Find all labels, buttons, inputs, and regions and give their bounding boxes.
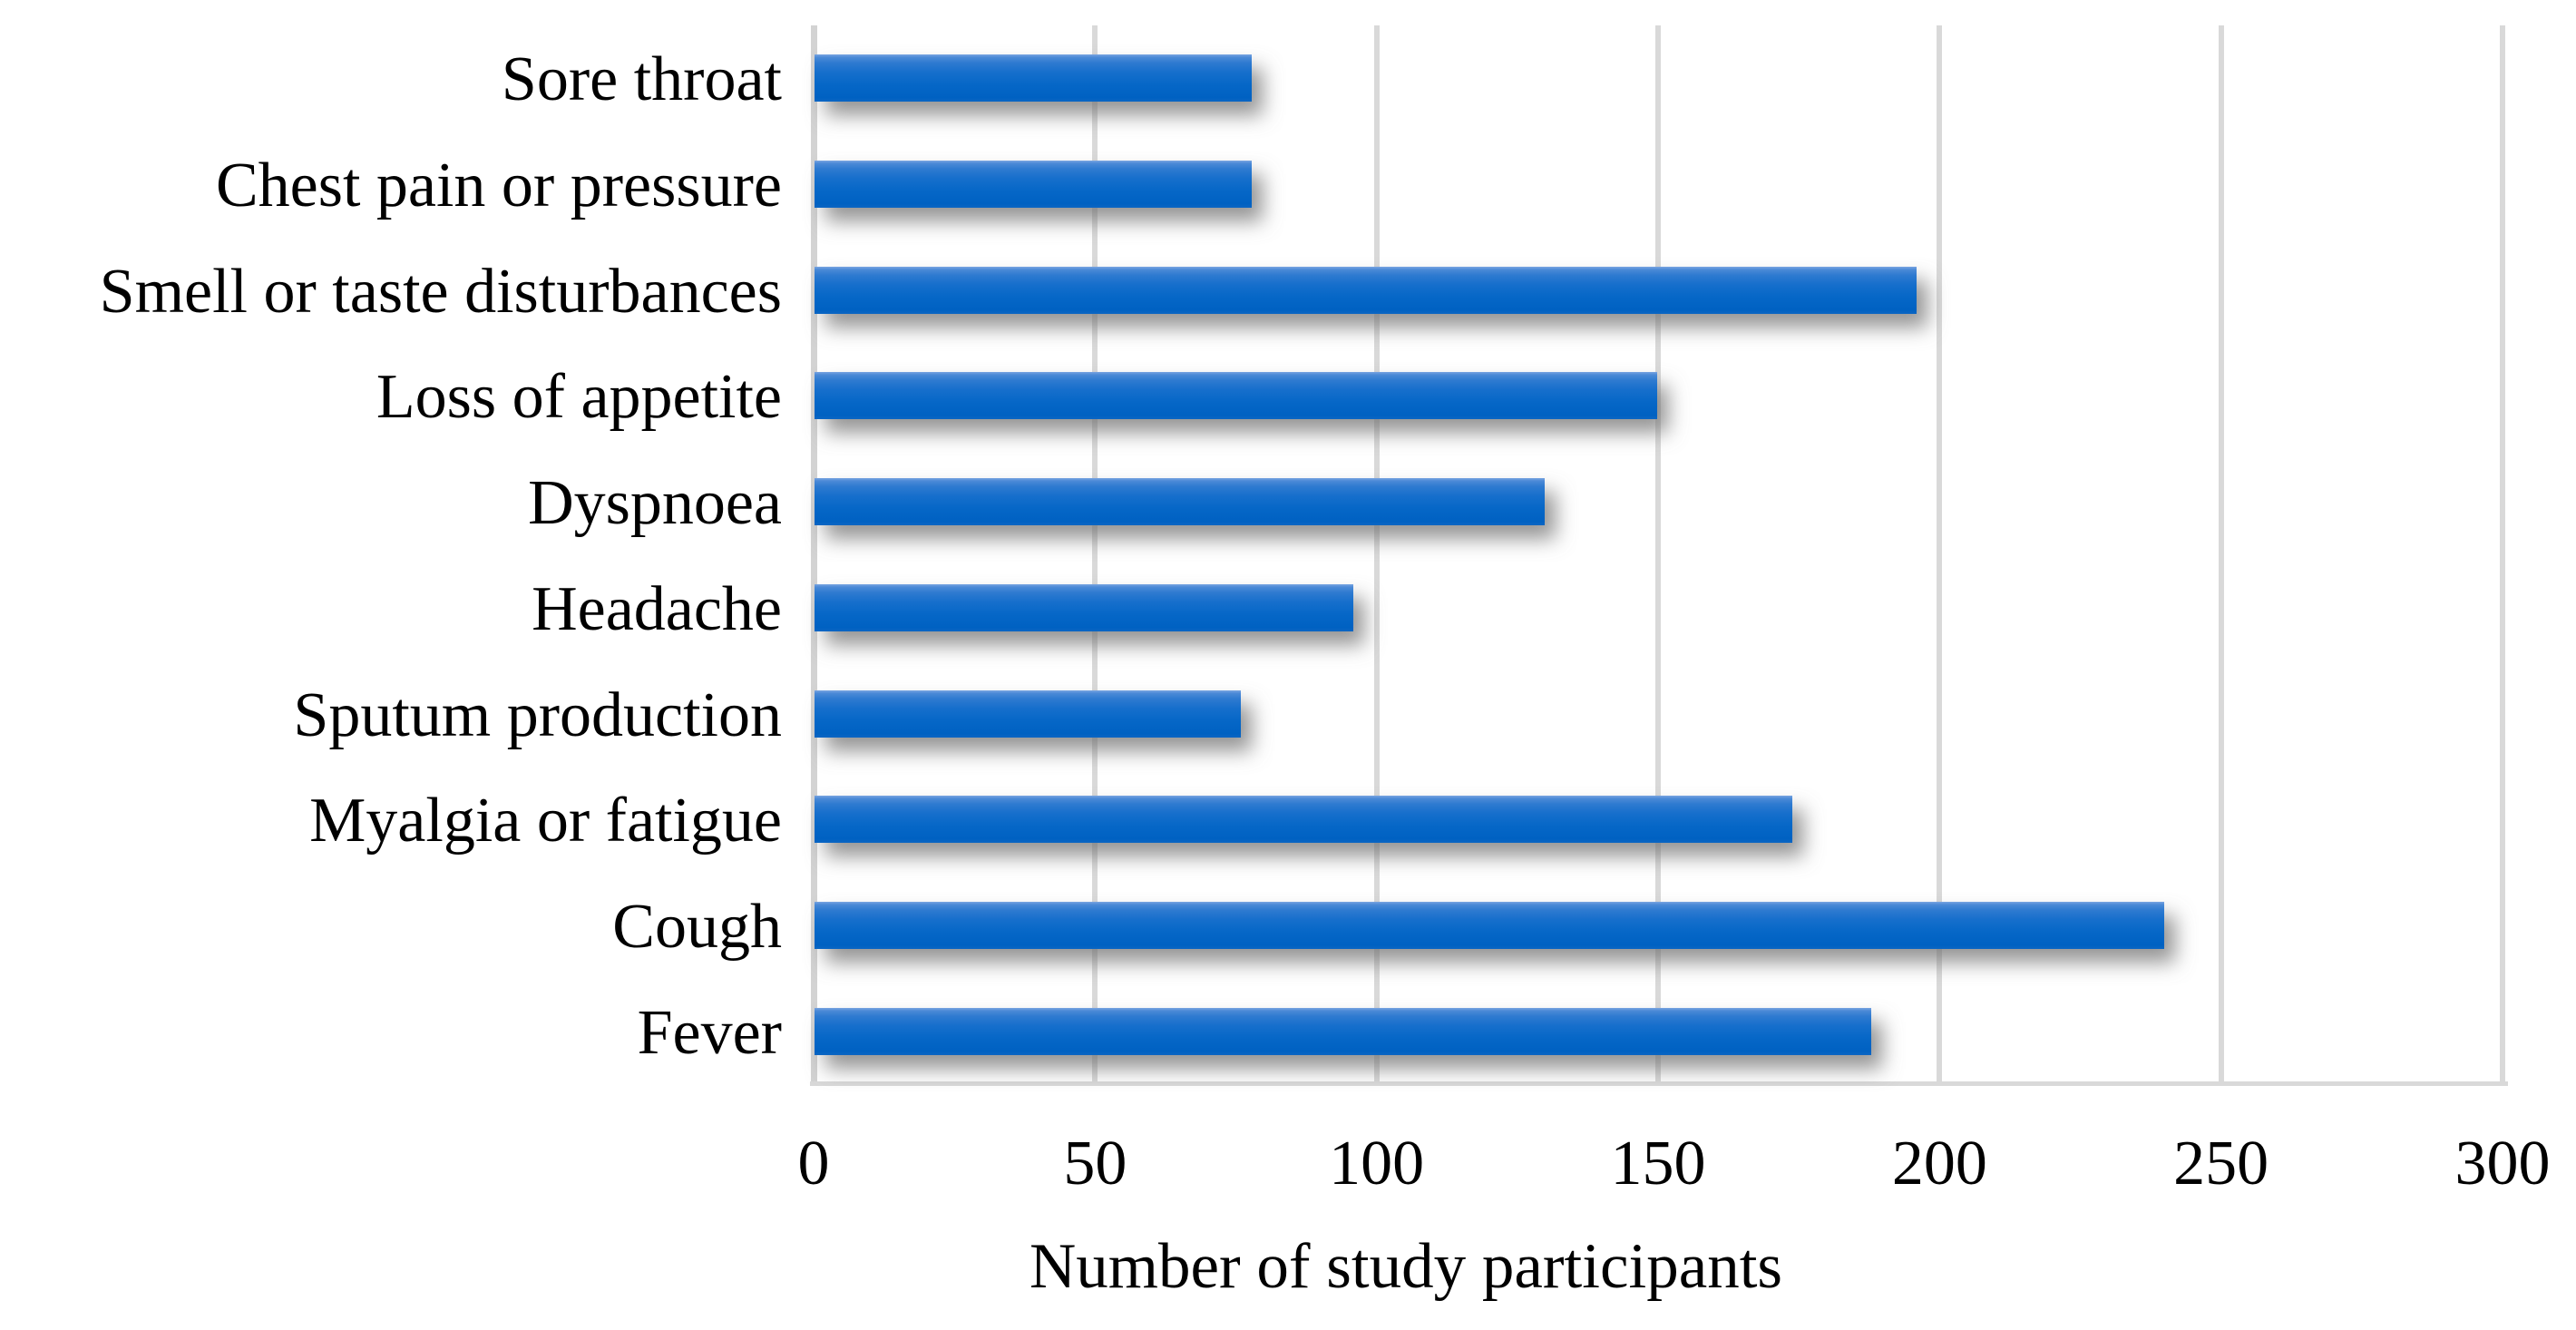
category-label: Myalgia or fatigue: [309, 786, 782, 856]
bar: [815, 1007, 1871, 1055]
x-tick-label: 250: [2173, 1129, 2269, 1198]
bar: [815, 266, 1917, 314]
gridline: [1937, 25, 1943, 1084]
bar: [815, 689, 1241, 738]
category-label: Cough: [612, 891, 782, 962]
gridline: [1373, 25, 1380, 1084]
gridline: [2500, 25, 2505, 1084]
bar: [815, 901, 2164, 949]
x-tick-label: 200: [1891, 1129, 1987, 1198]
x-tick-label: 100: [1329, 1129, 1425, 1198]
category-label: Chest pain or pressure: [215, 151, 782, 221]
category-label: Sputum production: [293, 680, 782, 750]
category-label: Dyspnoea: [528, 468, 782, 539]
bar: [815, 796, 1792, 844]
category-label: Smell or taste disturbances: [99, 256, 782, 327]
y-axis-line: [811, 25, 817, 1084]
bar: [815, 478, 1545, 526]
category-label: Sore throat: [501, 44, 782, 115]
x-tick-label: 150: [1610, 1129, 1706, 1198]
bar: [815, 372, 1657, 420]
bar: [815, 161, 1253, 209]
gridline: [1655, 25, 1661, 1084]
bar: [815, 54, 1253, 103]
category-label: Headache: [532, 573, 782, 644]
x-axis-title: Number of study participants: [1029, 1231, 1783, 1302]
x-tick-label: 300: [2454, 1129, 2551, 1198]
x-tick-label: 0: [797, 1129, 830, 1198]
gridline: [2218, 25, 2224, 1084]
category-label: Loss of appetite: [376, 362, 782, 433]
x-tick-label: 50: [1063, 1129, 1127, 1198]
gridline: [1092, 25, 1098, 1084]
bar: [815, 583, 1353, 631]
category-label: Fever: [637, 997, 782, 1068]
x-axis-line: [810, 1081, 2508, 1086]
